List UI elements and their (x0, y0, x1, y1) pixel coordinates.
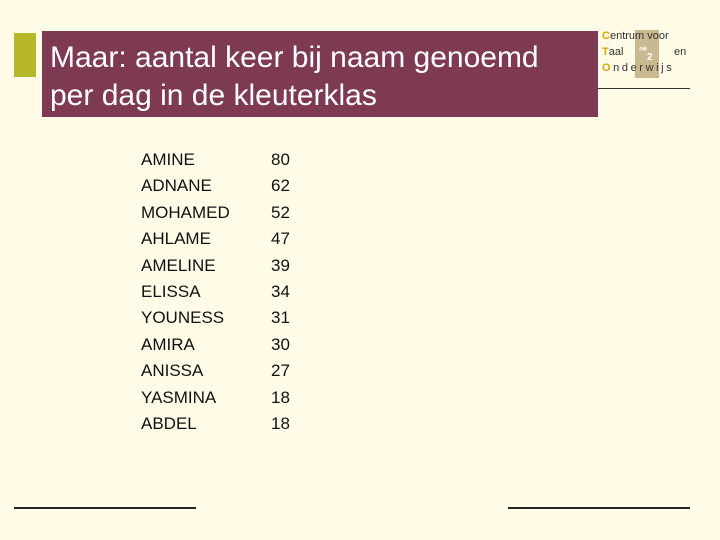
name-item: ELISSA (141, 282, 201, 302)
count-item: 47 (271, 229, 290, 249)
name-item: ANISSA (141, 361, 204, 381)
logo-square: ⁿᵃ 2 (635, 30, 659, 78)
logo-line-2: Taal en (602, 46, 687, 58)
count-item: 27 (271, 361, 290, 381)
count-item: 31 (271, 308, 290, 328)
name-item: ADNANE (141, 176, 212, 196)
name-item: ABDEL (141, 414, 197, 434)
footer-rule-left (14, 507, 196, 509)
footer-rule-right (508, 507, 690, 509)
name-item: AMELINE (141, 255, 216, 275)
name-item: AHLAME (141, 229, 211, 249)
logo-underline (598, 88, 690, 89)
logo-line-1: Centrum voor (602, 30, 669, 42)
logo-line-3: Onderwijs (602, 62, 675, 74)
name-item: AMIRA (141, 334, 195, 354)
title-box: Maar: aantal keer bij naam genoemd per d… (42, 31, 598, 117)
names-column: AMINE ADNANE MOHAMED AHLAME AMELINE ELIS… (141, 147, 230, 437)
count-item: 34 (271, 282, 290, 302)
name-item: YOUNESS (141, 308, 225, 328)
logo-square-mark-b: 2 (647, 52, 653, 63)
logo-square-mark-a: ⁿᵃ (639, 45, 647, 56)
count-item: 62 (271, 176, 290, 196)
counts-column: 80 62 52 47 39 34 31 30 27 18 18 (271, 147, 290, 437)
slide-title: Maar: aantal keer bij naam genoemd per d… (50, 41, 539, 112)
count-item: 30 (271, 334, 290, 354)
title-accent-bar (14, 33, 36, 77)
count-item: 52 (271, 202, 290, 222)
count-item: 80 (271, 150, 290, 169)
name-item: YASMINA (141, 387, 217, 407)
count-item: 18 (271, 387, 290, 407)
name-item: MOHAMED (141, 202, 230, 222)
name-item: AMINE (141, 150, 195, 169)
count-item: 18 (271, 414, 290, 434)
count-item: 39 (271, 255, 290, 275)
cto-logo: ⁿᵃ 2 Centrum voor Taal en Onderwijs (600, 28, 696, 88)
